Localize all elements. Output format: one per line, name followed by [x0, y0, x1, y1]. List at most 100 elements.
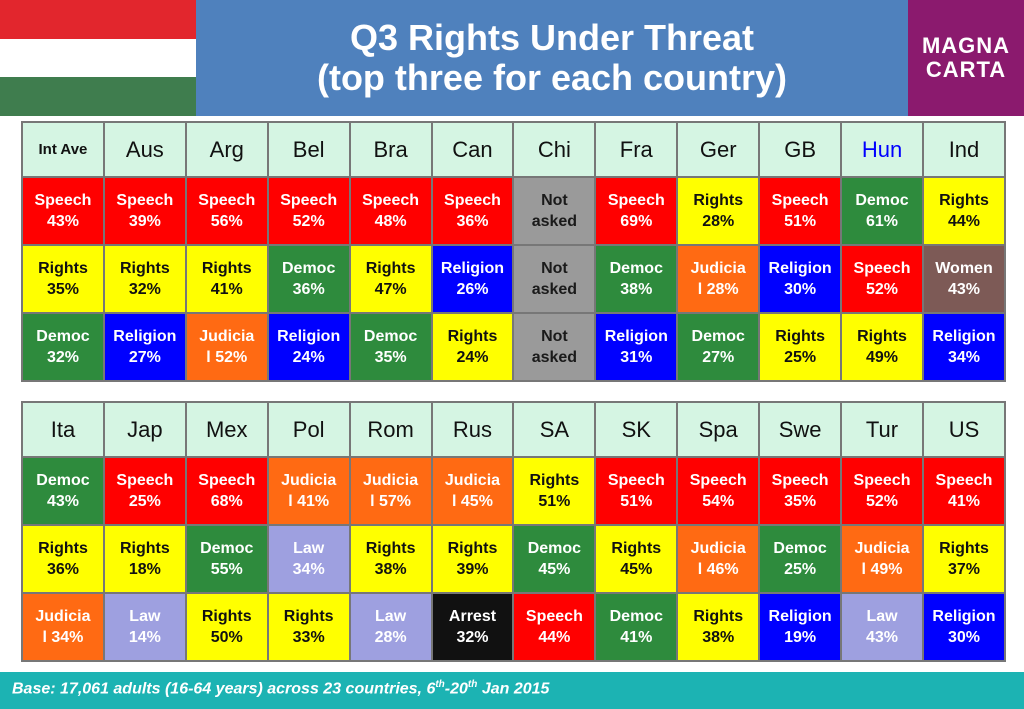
- rank-cell: Rights 50%: [184, 592, 269, 662]
- footer: Base: 17,061 adults (16-64 years) across…: [0, 672, 1024, 709]
- rank-cell: Democ 25%: [758, 524, 843, 594]
- cell-label: Democ 35%: [363, 328, 418, 366]
- rank-cell: Religion 31%: [594, 312, 679, 382]
- rank-row-1: Speech 43% Speech 39% Speech 56% Speech 52%…: [21, 176, 1007, 246]
- cell-label: Women 43%: [935, 260, 993, 298]
- rank-row-3: Democ 32% Religion 27% Judicia l 52% Religi…: [21, 312, 1007, 382]
- rank-row-3: Judicia l 34% Law 14% Rights 50% Rights 33%…: [21, 592, 1007, 662]
- cell-label: Judicia l 28%: [690, 260, 746, 298]
- rank-cell: Rights 24%: [430, 312, 515, 382]
- country-header-row: Ita Jap Mex Pol Rom Rus SA SK Spa Swe Tur US: [21, 401, 1007, 458]
- rank-cell: Rights 47%: [348, 244, 433, 314]
- cell-label: Law 14%: [128, 608, 161, 646]
- cell-label: Speech 44%: [525, 608, 583, 646]
- country-header: Aus: [102, 121, 187, 178]
- rank-cell: Women 43%: [921, 244, 1007, 314]
- rank-cell: Judicia l 28%: [676, 244, 761, 314]
- cell-label: Arrest 32%: [448, 608, 497, 646]
- page-title: Q3 Rights Under Threat (top three for ea…: [317, 18, 787, 98]
- rank-cell: Democ 35%: [348, 312, 433, 382]
- rank-cell: Speech 44%: [512, 592, 597, 662]
- country-header: Rus: [430, 401, 515, 458]
- cell-label: Rights 51%: [529, 472, 580, 510]
- cell-label: Speech 52%: [280, 192, 338, 230]
- rank-cell: Not asked: [512, 312, 597, 382]
- cell-label: Rights 38%: [365, 540, 416, 578]
- rank-row-1: Democ 43% Speech 25% Speech 68% Judicia l 4…: [21, 456, 1007, 526]
- cell-label: Democ 32%: [36, 328, 90, 366]
- country-header: Hun: [840, 121, 924, 178]
- rank-cell: Speech 48%: [348, 176, 433, 246]
- cell-label: Democ 38%: [609, 260, 663, 298]
- cell-label: Rights 45%: [611, 540, 662, 578]
- rank-cell: Speech 52%: [266, 176, 351, 246]
- rank-cell: Speech 51%: [758, 176, 843, 246]
- rank-cell: Rights 28%: [676, 176, 761, 246]
- cell-label: Religion 27%: [113, 328, 177, 366]
- rank-cell: Speech 41%: [921, 456, 1007, 526]
- rank-cell: Rights 51%: [512, 456, 597, 526]
- flag-stripe-red: [0, 0, 196, 39]
- cell-label: Speech 39%: [116, 192, 174, 230]
- cell-label: Law 34%: [292, 540, 325, 578]
- rank-cell: Democ 27%: [676, 312, 761, 382]
- country-header: Ger: [676, 121, 761, 178]
- cell-label: Religion 24%: [277, 328, 341, 366]
- rank-cell: Rights 37%: [921, 524, 1007, 594]
- country-header: Bra: [348, 121, 433, 178]
- cell-label: Speech 35%: [771, 472, 829, 510]
- rank-cell: Democ 36%: [266, 244, 351, 314]
- rank-cell: Rights 38%: [676, 592, 761, 662]
- cell-label: Judicia l 49%: [854, 540, 910, 578]
- cell-label: Rights 24%: [447, 328, 498, 366]
- rank-cell: Rights 25%: [758, 312, 843, 382]
- cell-label: Judicia l 41%: [281, 472, 337, 510]
- cell-label: Speech 68%: [198, 472, 256, 510]
- cell-label: Rights 32%: [119, 260, 170, 298]
- rank-row-2: Rights 36% Rights 18% Democ 55% Law 34% Righ…: [21, 524, 1007, 594]
- rank-cell: Judicia l 52%: [184, 312, 269, 382]
- country-header: GB: [758, 121, 843, 178]
- country-header: Spa: [676, 401, 761, 458]
- rank-cell: Speech 52%: [840, 456, 924, 526]
- rank-cell: Democ 45%: [512, 524, 597, 594]
- rank-cell: Speech 52%: [840, 244, 924, 314]
- cell-label: Speech 36%: [444, 192, 501, 230]
- cell-label: Speech 51%: [771, 192, 829, 230]
- footer-text-part3: Jan 2015: [477, 680, 550, 698]
- cell-label: Law 43%: [866, 608, 899, 646]
- rank-cell: Judicia l 57%: [348, 456, 433, 526]
- rank-cell: Law 34%: [266, 524, 351, 594]
- rank-cell: Not asked: [512, 244, 597, 314]
- cell-label: Religion 30%: [932, 608, 996, 646]
- rank-cell: Arrest 32%: [430, 592, 515, 662]
- rank-cell: Rights 32%: [102, 244, 187, 314]
- cell-label: Judicia l 45%: [444, 472, 501, 510]
- rank-cell: Rights 38%: [348, 524, 433, 594]
- rank-cell: Rights 36%: [21, 524, 105, 594]
- cell-label: Judicia l 57%: [363, 472, 419, 510]
- flag-stripe-green: [0, 77, 196, 116]
- rank-cell: Religion 27%: [102, 312, 187, 382]
- country-header: SA: [512, 401, 597, 458]
- cell-label: Rights 25%: [775, 328, 825, 366]
- rank-cell: Speech 68%: [184, 456, 269, 526]
- rank-cell: Law 43%: [840, 592, 924, 662]
- cell-label: Speech 25%: [116, 472, 174, 510]
- country-header: Rom: [348, 401, 433, 458]
- country-header-row: Int Ave Aus Arg Bel Bra Can Chi Fra Ger GB Hun Ind: [21, 121, 1007, 178]
- rank-cell: Rights 33%: [266, 592, 351, 662]
- rank-cell: Rights 45%: [594, 524, 679, 594]
- cell-label: Rights 47%: [365, 260, 416, 298]
- cell-label: Not asked: [531, 328, 578, 366]
- country-header: Tur: [840, 401, 924, 458]
- country-header: Pol: [266, 401, 351, 458]
- rank-cell: Speech 36%: [430, 176, 515, 246]
- country-header: Swe: [758, 401, 843, 458]
- country-header: SK: [594, 401, 679, 458]
- country-header: Can: [430, 121, 515, 178]
- rank-cell: Religion 30%: [758, 244, 843, 314]
- rank-cell: Religion 26%: [430, 244, 515, 314]
- rank-cell: Democ 61%: [840, 176, 924, 246]
- cell-label: Rights 33%: [283, 608, 334, 646]
